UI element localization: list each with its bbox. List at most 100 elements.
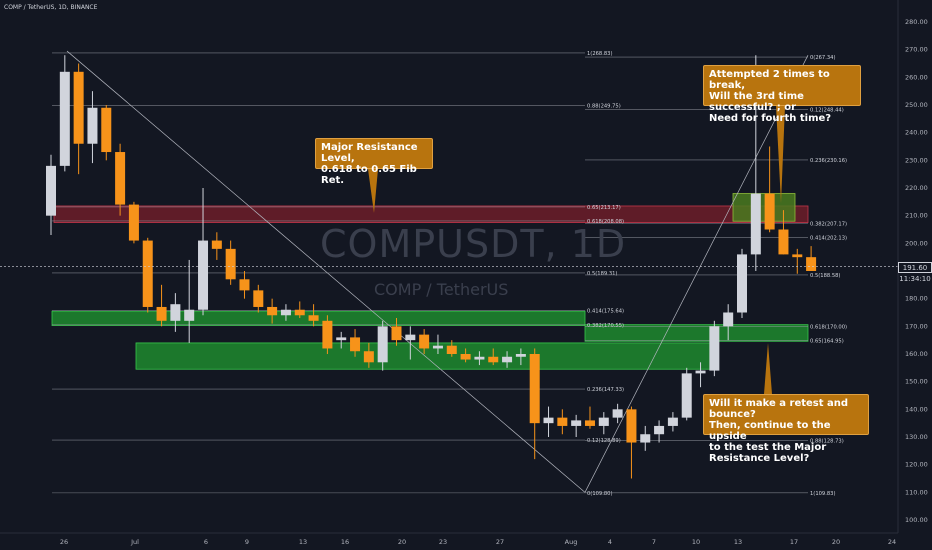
price-tick-label: 130.00 [905,433,928,441]
candle [474,351,485,366]
time-tick-label: 20 [832,538,840,546]
price-tick-label: 180.00 [905,295,928,303]
candle-body [115,152,126,205]
price-tick-label: 250.00 [905,101,928,109]
candle [377,320,388,371]
fib-left-label: 0(109.80) [587,491,613,497]
zone-right-support [584,324,809,342]
price-tick-label: 110.00 [905,488,928,496]
candle-body [363,351,374,363]
candle-body [598,417,609,426]
zone-resistance [53,205,809,223]
candle [543,406,554,437]
candle-body [709,326,720,371]
fib-left-label: 0.382(170.55) [587,323,624,329]
fib-right-label: 0.414(202.13) [810,235,847,241]
time-tick-label: 9 [245,538,249,546]
current-price-badge: 191.60 [898,262,932,273]
candle-body [737,254,747,313]
candle-body [225,248,236,280]
candle [322,315,333,354]
candle [211,232,222,260]
watermark-pair: COMP / TetherUS [374,280,509,299]
candle [515,348,526,366]
price-tick-label: 200.00 [905,239,928,247]
fib-right-label: 0.5(188.58) [810,273,840,279]
fib-left-label: 0.618(208.08) [587,219,624,225]
candle-body [128,204,139,241]
time-tick-label: 20 [398,538,406,546]
retest-callout-pointer [764,343,772,394]
price-tick-label: 160.00 [905,350,928,358]
candle [391,318,402,346]
fib-left-label: 0.414(175.64) [587,309,624,315]
fib-right-label: 0.236(230.16) [810,158,847,164]
candle-body [308,315,319,321]
candle-body [584,420,595,426]
price-tick-label: 100.00 [905,516,928,524]
candle [502,351,513,368]
candle [667,412,678,432]
candle-body [543,417,554,424]
watermark-ticker: COMPUSDT, 1D [320,222,627,266]
price-tick-label: 120.00 [905,461,928,469]
candle-body [460,354,471,360]
candle-body [391,326,402,341]
candle [128,201,139,244]
candle-body [350,337,361,352]
price-axis: 100.00 110.00 120.00 130.00 140.00 150.00 160.… [905,18,928,524]
time-tick-label: 26 [60,538,68,546]
time-tick-label: Jul [130,538,139,546]
fib-right-label: 0.618(170.00) [810,324,847,330]
candle [626,406,637,479]
candle [405,326,416,360]
price-tick-label: 260.00 [905,73,928,81]
candle-body [488,356,499,363]
candle-body [419,334,430,349]
candle-body [571,420,582,426]
candle [695,362,706,388]
candle-body [239,279,250,291]
candle [198,188,209,316]
fib-right-label: 1(109.83) [810,491,836,497]
candle-body [156,306,167,321]
price-tick-label: 240.00 [905,129,928,137]
candle [419,329,430,354]
candles-group [46,55,817,479]
candle [294,301,305,319]
candle-body [626,409,637,443]
candle [792,248,803,274]
fib-right-label: 0.12(248.44) [810,107,844,113]
candle-body [184,309,195,321]
zone-right-resistance-box [732,193,796,222]
candle-body [322,320,333,349]
candle [101,105,112,161]
fib-left-label: 0.88(249.75) [587,104,621,110]
candle [737,248,747,319]
candle [115,143,126,216]
fib-left-label: 1(268.83) [587,51,613,57]
candle-body [253,290,264,307]
fib-right-label: 0.65(164.95) [810,338,844,344]
candle [557,409,568,435]
candle [571,414,582,437]
candle-body [73,71,84,144]
candle-body [59,71,70,166]
candle-body [529,354,540,424]
candle-body [474,356,485,360]
candle-body [280,309,291,316]
time-tick-label: 24 [888,538,896,546]
resistance-callout-pointer [368,169,378,213]
candle-body [142,240,153,307]
candle-body [170,304,181,321]
candle-body [640,434,651,443]
time-tick-label: 6 [204,538,208,546]
time-tick-label: 7 [652,538,656,546]
time-tick-label: 17 [790,538,798,546]
candle-body [667,417,678,426]
fib-left-label: 0.65(213.17) [587,205,621,211]
fib-left-group: 1(268.83) 0.88(249.75) 0.65(213.17) 0.618(2… [52,51,624,497]
candle-body [502,356,513,363]
candle-body [294,309,305,316]
candle-body [336,337,347,341]
